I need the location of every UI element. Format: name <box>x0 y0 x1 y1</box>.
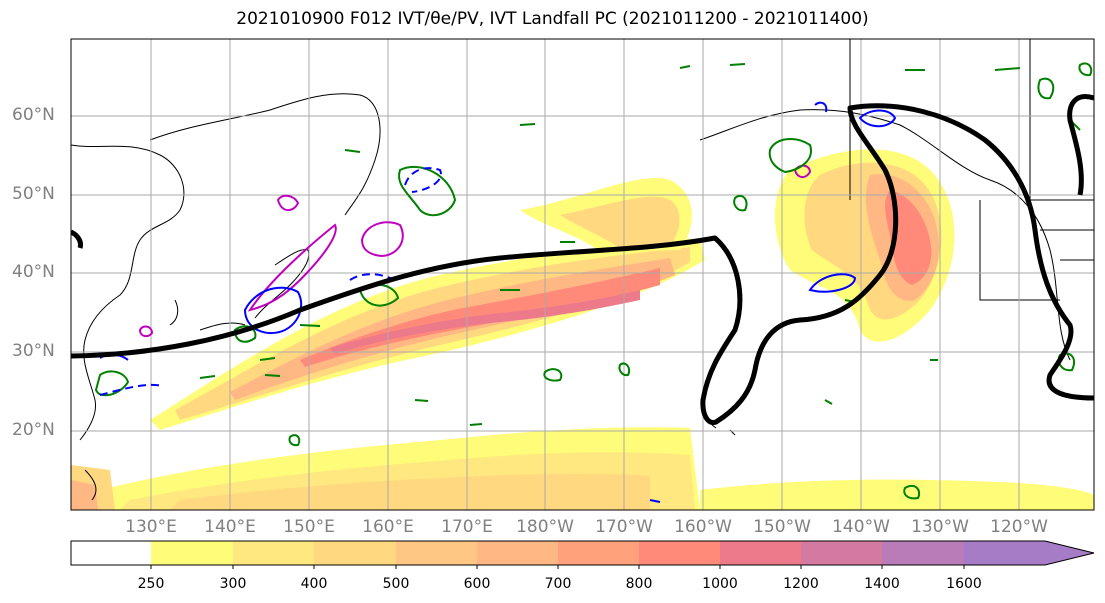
lon-label: 170°E <box>441 517 493 537</box>
lat-label: 30°N <box>12 341 55 361</box>
colorbar-tick-label: 1000 <box>702 576 738 592</box>
lon-label: 130°W <box>911 517 969 537</box>
lon-label: 170°W <box>595 517 653 537</box>
colorbar-tick-label: 1600 <box>946 576 982 592</box>
lon-label: 180°W <box>516 517 574 537</box>
map-title: 2021010900 F012 IVT/θe/PV, IVT Landfall … <box>236 9 869 29</box>
lon-label: 150°E <box>283 517 335 537</box>
colorbar-tick-label: 800 <box>625 576 653 592</box>
colorbar-tick-label: 700 <box>544 576 572 592</box>
colorbar-tick-label: 600 <box>463 576 491 592</box>
lon-label: 160°E <box>362 517 414 537</box>
lon-label: 120°W <box>990 517 1048 537</box>
lat-label: 60°N <box>12 105 55 125</box>
coastlines <box>71 39 1094 501</box>
green-contours <box>94 62 1093 500</box>
lat-label: 50°N <box>12 184 55 204</box>
magenta-pv-contours <box>138 164 812 338</box>
lon-label: 140°W <box>832 517 890 537</box>
colorbar-tick-label: 1200 <box>783 576 819 592</box>
lat-label: 20°N <box>12 420 55 440</box>
colorbar-tick-label: 1400 <box>864 576 900 592</box>
lon-label: 150°W <box>753 517 811 537</box>
colorbar <box>70 540 1095 569</box>
ivt-shading <box>71 149 1094 510</box>
lon-label: 140°E <box>204 517 256 537</box>
colorbar-tick-label: 500 <box>382 576 410 592</box>
grid <box>71 39 1094 510</box>
lat-label: 40°N <box>12 262 55 282</box>
lon-label: 130°E <box>125 517 177 537</box>
colorbar-tick-label: 400 <box>300 576 328 592</box>
colorbar-tick-label: 300 <box>219 576 247 592</box>
colorbar-tick-label: 250 <box>137 576 165 592</box>
landfall-pc-contours <box>71 94 1094 425</box>
lon-label: 160°W <box>674 517 732 537</box>
